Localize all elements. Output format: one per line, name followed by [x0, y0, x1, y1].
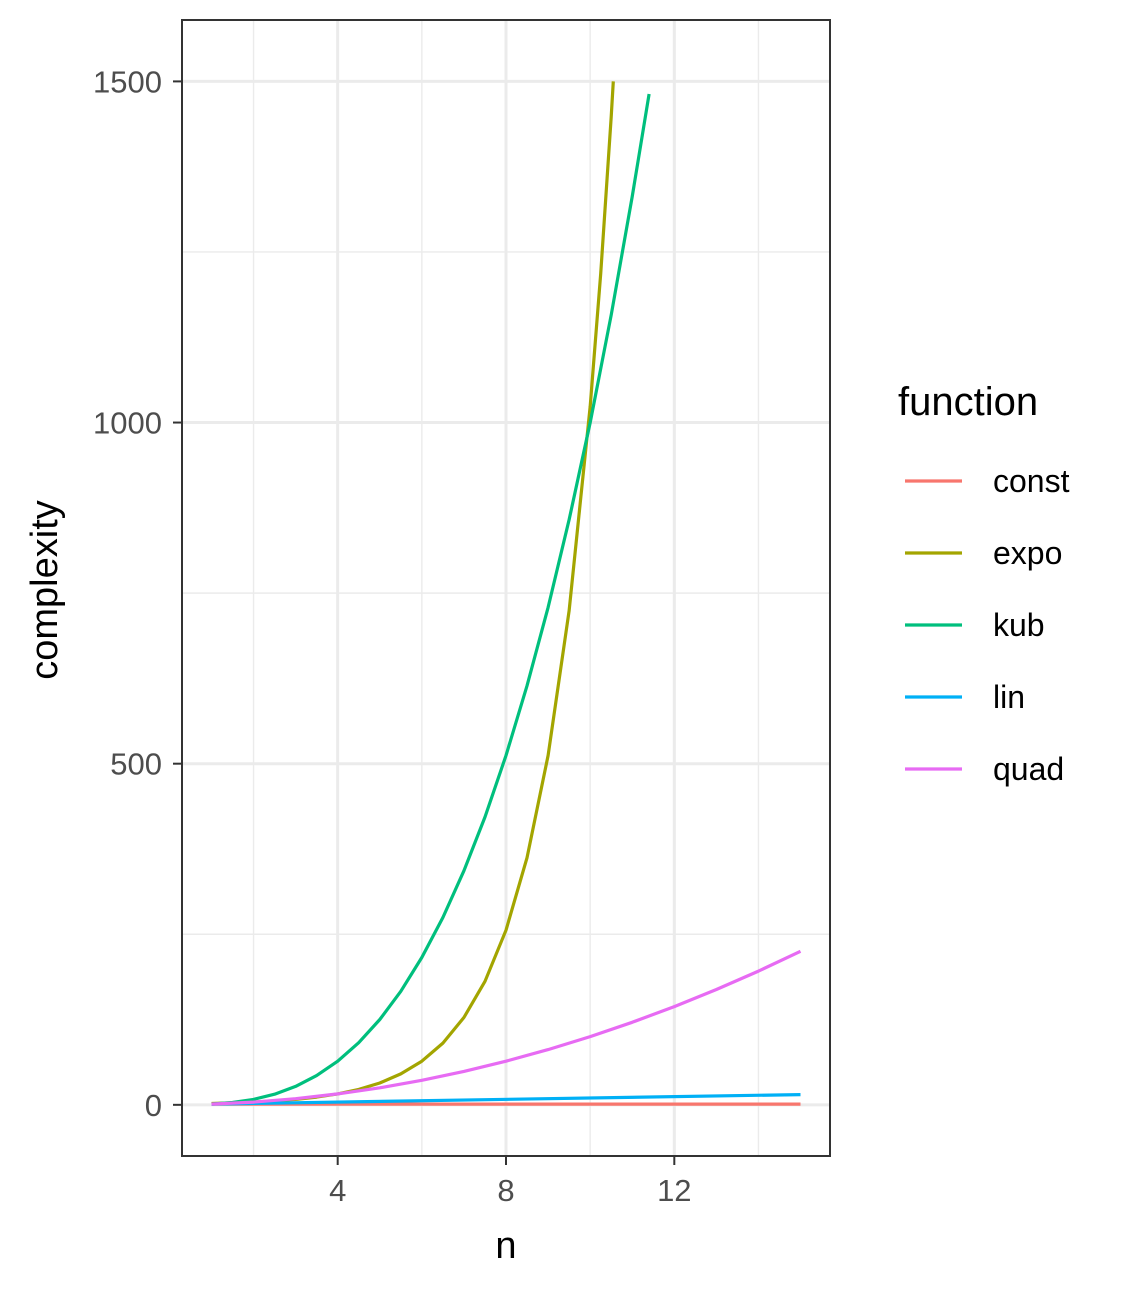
x-tick-label: 4 — [329, 1173, 346, 1208]
legend-label-kub: kub — [993, 607, 1045, 643]
x-axis-title: n — [495, 1225, 516, 1267]
legend-label-quad: quad — [993, 751, 1064, 787]
legend-label-const: const — [993, 463, 1070, 499]
series-line-quad — [211, 949, 802, 1106]
series-line-lin — [211, 1093, 801, 1106]
y-axis-title: complexity — [24, 500, 66, 680]
y-tick-label: 0 — [145, 1088, 162, 1123]
x-axis: 4 8 12 — [329, 1156, 692, 1208]
series-layer — [211, 81, 802, 1106]
y-tick-label: 1000 — [93, 406, 162, 441]
y-axis: 0 500 1000 1500 — [93, 64, 182, 1123]
series-line-kub — [211, 93, 651, 1106]
legend-label-expo: expo — [993, 535, 1062, 571]
x-tick-label: 12 — [657, 1173, 691, 1208]
legend: function const expo kub lin quad — [898, 380, 1070, 787]
y-tick-label: 500 — [110, 747, 162, 782]
x-tick-label: 8 — [497, 1173, 514, 1208]
y-tick-label: 1500 — [93, 64, 162, 99]
legend-title: function — [898, 380, 1038, 424]
legend-label-lin: lin — [993, 679, 1025, 715]
